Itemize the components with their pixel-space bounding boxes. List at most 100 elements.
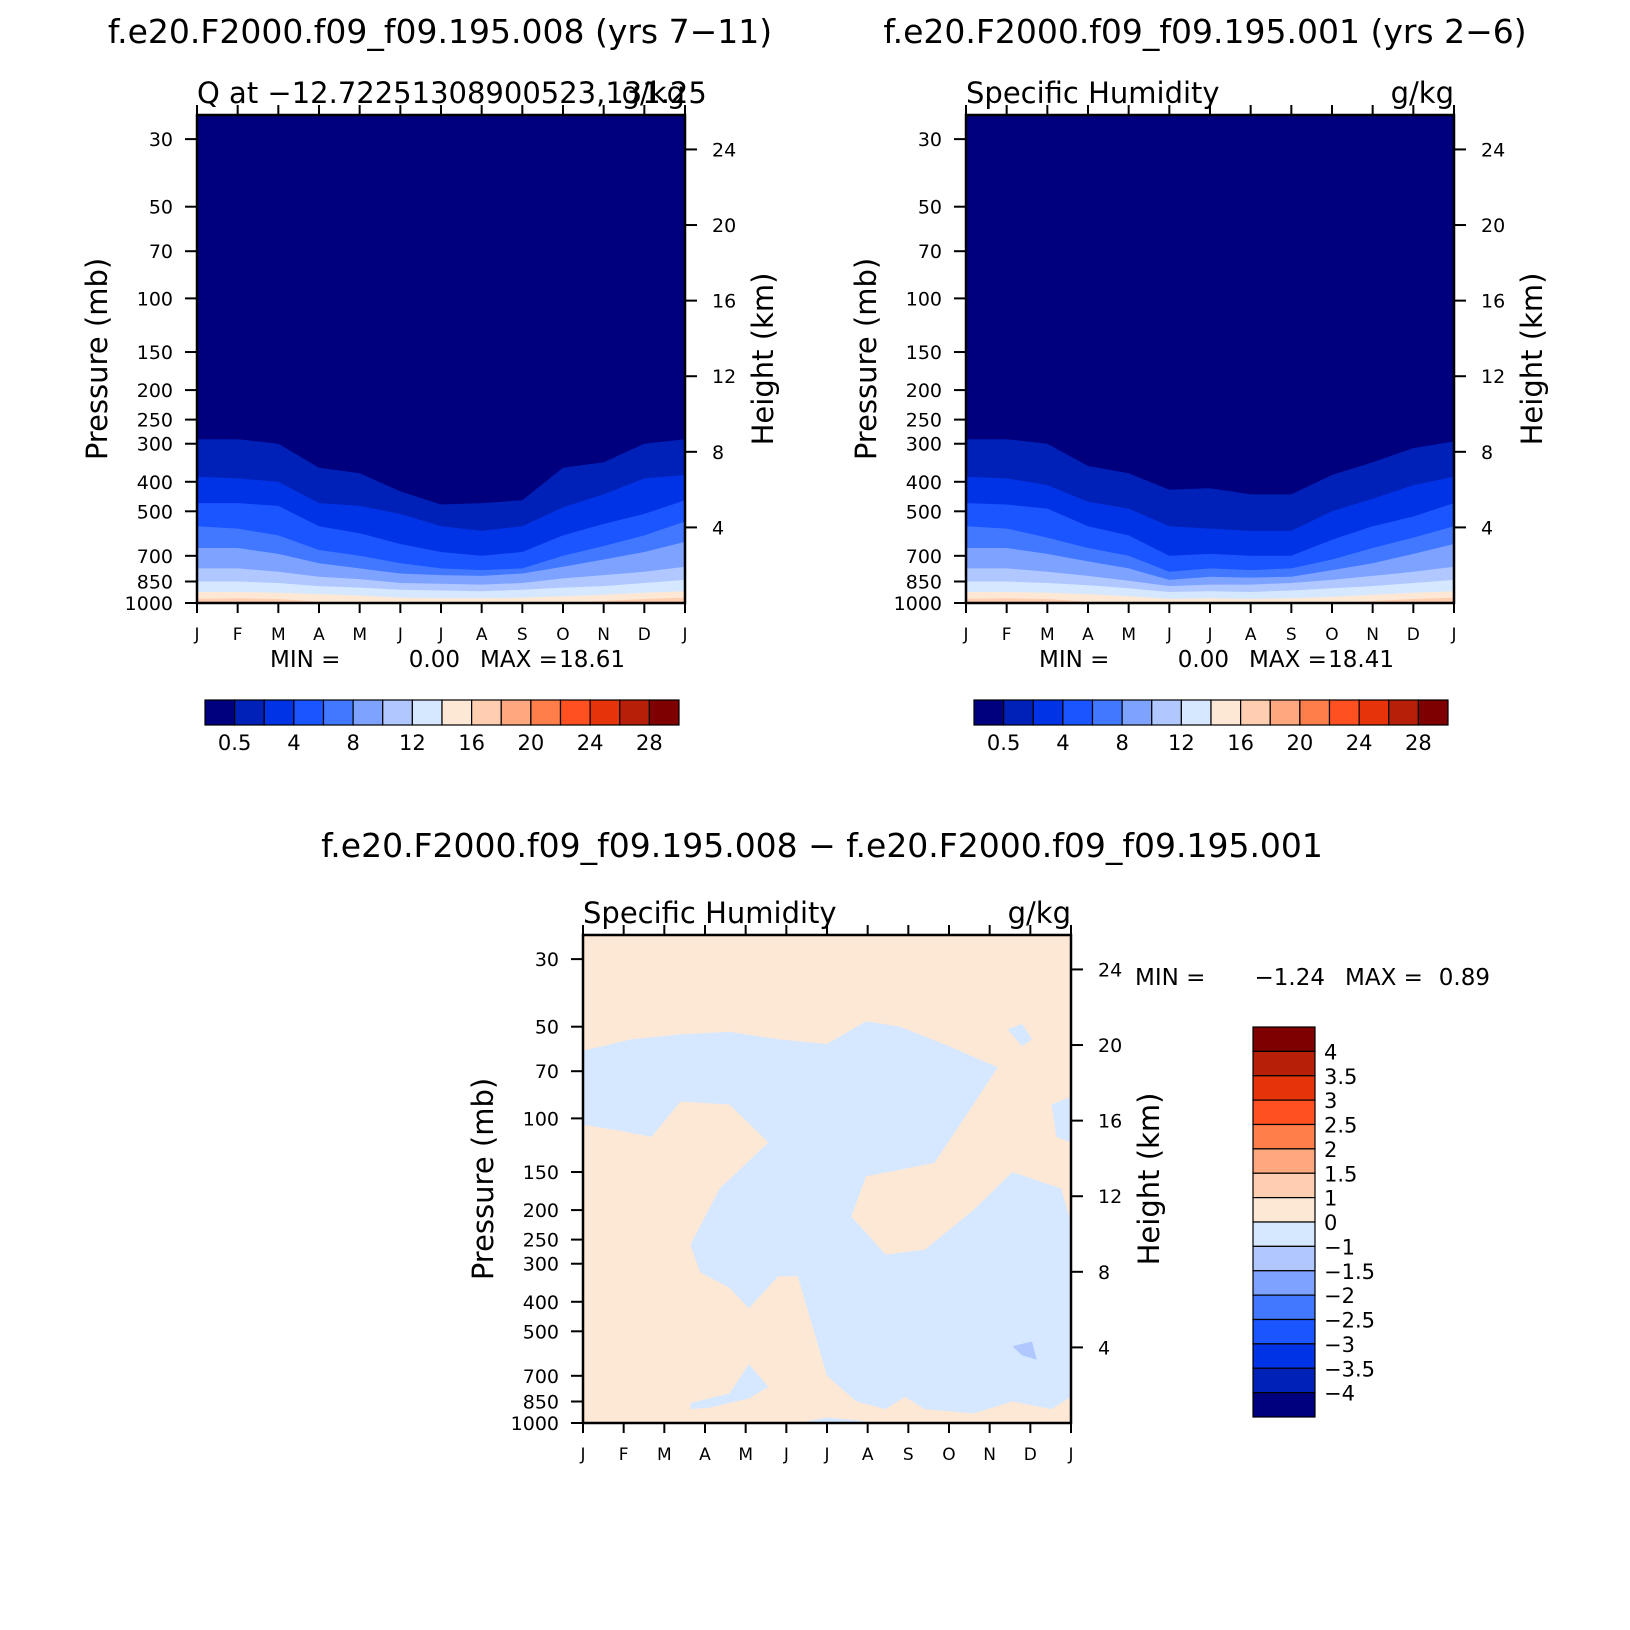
y-tick-label: 700 bbox=[523, 1366, 559, 1388]
colorbar-box bbox=[1091, 699, 1123, 726]
colorbar-label: −1.5 bbox=[1324, 1260, 1375, 1284]
colorbar-box bbox=[1252, 1367, 1316, 1394]
colorbar-box bbox=[1252, 1197, 1316, 1223]
min-label: MIN = bbox=[1039, 647, 1109, 673]
y-tick-label: 300 bbox=[906, 434, 942, 456]
x-tick-label: J bbox=[823, 1445, 829, 1465]
negative-region bbox=[1051, 1096, 1071, 1143]
colorbar-box bbox=[973, 699, 1005, 726]
colorbar-label: 12 bbox=[1168, 731, 1195, 755]
y-tick-label: 150 bbox=[906, 342, 942, 364]
y-tick-label: 700 bbox=[906, 546, 942, 568]
colorbar-label: 20 bbox=[1287, 731, 1314, 755]
x-tick-label: F bbox=[233, 625, 243, 645]
colorbar-box bbox=[530, 699, 562, 726]
colorbar-label: 0.5 bbox=[987, 731, 1020, 755]
min-label: MIN = bbox=[270, 647, 340, 673]
colorbar-box bbox=[234, 699, 265, 726]
y-tick-label: 100 bbox=[137, 288, 173, 310]
y-tick-label: 70 bbox=[535, 1061, 559, 1083]
colorbar-label: 8 bbox=[346, 731, 359, 755]
y2-tick-label: 12 bbox=[1481, 366, 1505, 388]
x-tick-label: D bbox=[1407, 625, 1420, 645]
colorbar-box bbox=[1388, 699, 1419, 726]
colorbar-label: −3.5 bbox=[1324, 1357, 1375, 1381]
max-label: MAX = bbox=[480, 647, 558, 673]
colorbar-box bbox=[1252, 1172, 1316, 1199]
colorbar-label: 4 bbox=[287, 731, 300, 755]
y-tick-label: 250 bbox=[523, 1230, 559, 1252]
colorbar-label: 2.5 bbox=[1324, 1114, 1357, 1138]
x-tick-label: N bbox=[1366, 625, 1379, 645]
y2-axis-label: Height (km) bbox=[1515, 273, 1549, 446]
colorbar-label: −3 bbox=[1324, 1333, 1355, 1357]
x-tick-label: A bbox=[313, 625, 325, 645]
y-tick-label: 250 bbox=[137, 410, 173, 432]
colorbar-label: 28 bbox=[1405, 731, 1432, 755]
y2-tick-label: 4 bbox=[712, 517, 724, 539]
y-tick-label: 30 bbox=[918, 129, 942, 151]
x-tick-label: M bbox=[352, 625, 367, 645]
x-tick-label: N bbox=[597, 625, 610, 645]
colorbar-box bbox=[1358, 699, 1390, 726]
y-tick-label: 400 bbox=[523, 1292, 559, 1314]
y2-tick-label: 12 bbox=[712, 366, 736, 388]
y2-tick-label: 16 bbox=[1098, 1111, 1122, 1133]
y2-tick-label: 4 bbox=[1481, 517, 1493, 539]
colorbar-box bbox=[441, 699, 473, 726]
colorbar-box bbox=[589, 699, 621, 726]
y2-tick-label: 8 bbox=[1098, 1262, 1110, 1284]
colorbar-label: 16 bbox=[458, 731, 485, 755]
colorbar-box bbox=[1003, 699, 1034, 726]
colorbar-box bbox=[1252, 1026, 1316, 1052]
x-tick-label: J bbox=[1067, 1445, 1073, 1465]
colorbar-label: 3 bbox=[1324, 1089, 1337, 1113]
colorbar-label: 1.5 bbox=[1324, 1162, 1357, 1186]
x-tick-label: J bbox=[193, 625, 199, 645]
x-tick-label: J bbox=[681, 625, 687, 645]
x-tick-label: M bbox=[271, 625, 286, 645]
plot-units-label: g/kg bbox=[1391, 76, 1454, 110]
y-tick-label: 200 bbox=[523, 1200, 559, 1222]
y-tick-label: 1000 bbox=[125, 593, 173, 615]
y2-tick-label: 20 bbox=[712, 215, 736, 237]
x-tick-label: J bbox=[579, 1445, 585, 1465]
colorbar-box bbox=[204, 699, 236, 726]
x-tick-label: F bbox=[619, 1445, 629, 1465]
panel-b-title: f.e20.F2000.f09_f09.195.001 (yrs 2−6) bbox=[883, 12, 1526, 51]
y-axis-label: Pressure (mb) bbox=[849, 258, 883, 460]
contour-band bbox=[197, 591, 685, 603]
max-value: 0.89 bbox=[1439, 965, 1490, 991]
x-tick-label: J bbox=[1206, 625, 1212, 645]
colorbar-box bbox=[1240, 699, 1271, 726]
x-tick-label: D bbox=[1024, 1445, 1037, 1465]
y-tick-label: 200 bbox=[906, 380, 942, 402]
y2-tick-label: 20 bbox=[1481, 215, 1505, 237]
y-tick-label: 850 bbox=[137, 572, 173, 594]
colorbar-box bbox=[1121, 699, 1153, 726]
colorbar-label: 20 bbox=[518, 731, 545, 755]
y-tick-label: 70 bbox=[918, 241, 942, 263]
negative-region bbox=[583, 1021, 1071, 1414]
panel-a-chart: Q at −12.72251308900523,131.25g/kg J F M A M J… bbox=[80, 76, 780, 755]
y2-tick-label: 20 bbox=[1098, 1035, 1122, 1057]
colorbar-label: 1 bbox=[1324, 1187, 1337, 1211]
panel-b-chart: Specific Humidity g/kg J F M A M J J A S O N D J 30 50 70… bbox=[849, 76, 1549, 755]
x-tick-label: D bbox=[638, 625, 651, 645]
colorbar-box bbox=[1151, 699, 1182, 726]
colorbar-box bbox=[1252, 1148, 1316, 1174]
colorbar-label: −2.5 bbox=[1324, 1309, 1375, 1333]
y-tick-label: 50 bbox=[149, 197, 173, 219]
y2-tick-label: 16 bbox=[712, 291, 736, 313]
x-tick-label: J bbox=[437, 625, 443, 645]
colorbar-label: 3.5 bbox=[1324, 1065, 1357, 1089]
colorbar-label: 24 bbox=[1346, 731, 1373, 755]
min-value: −1.24 bbox=[1255, 965, 1325, 991]
x-tick-label: S bbox=[903, 1445, 914, 1465]
y-axis-label: Pressure (mb) bbox=[80, 258, 114, 460]
y2-axis-label: Height (km) bbox=[1132, 1093, 1166, 1266]
x-tick-label: A bbox=[862, 1445, 874, 1465]
colorbar-box bbox=[1032, 699, 1064, 726]
field bbox=[966, 115, 1454, 603]
